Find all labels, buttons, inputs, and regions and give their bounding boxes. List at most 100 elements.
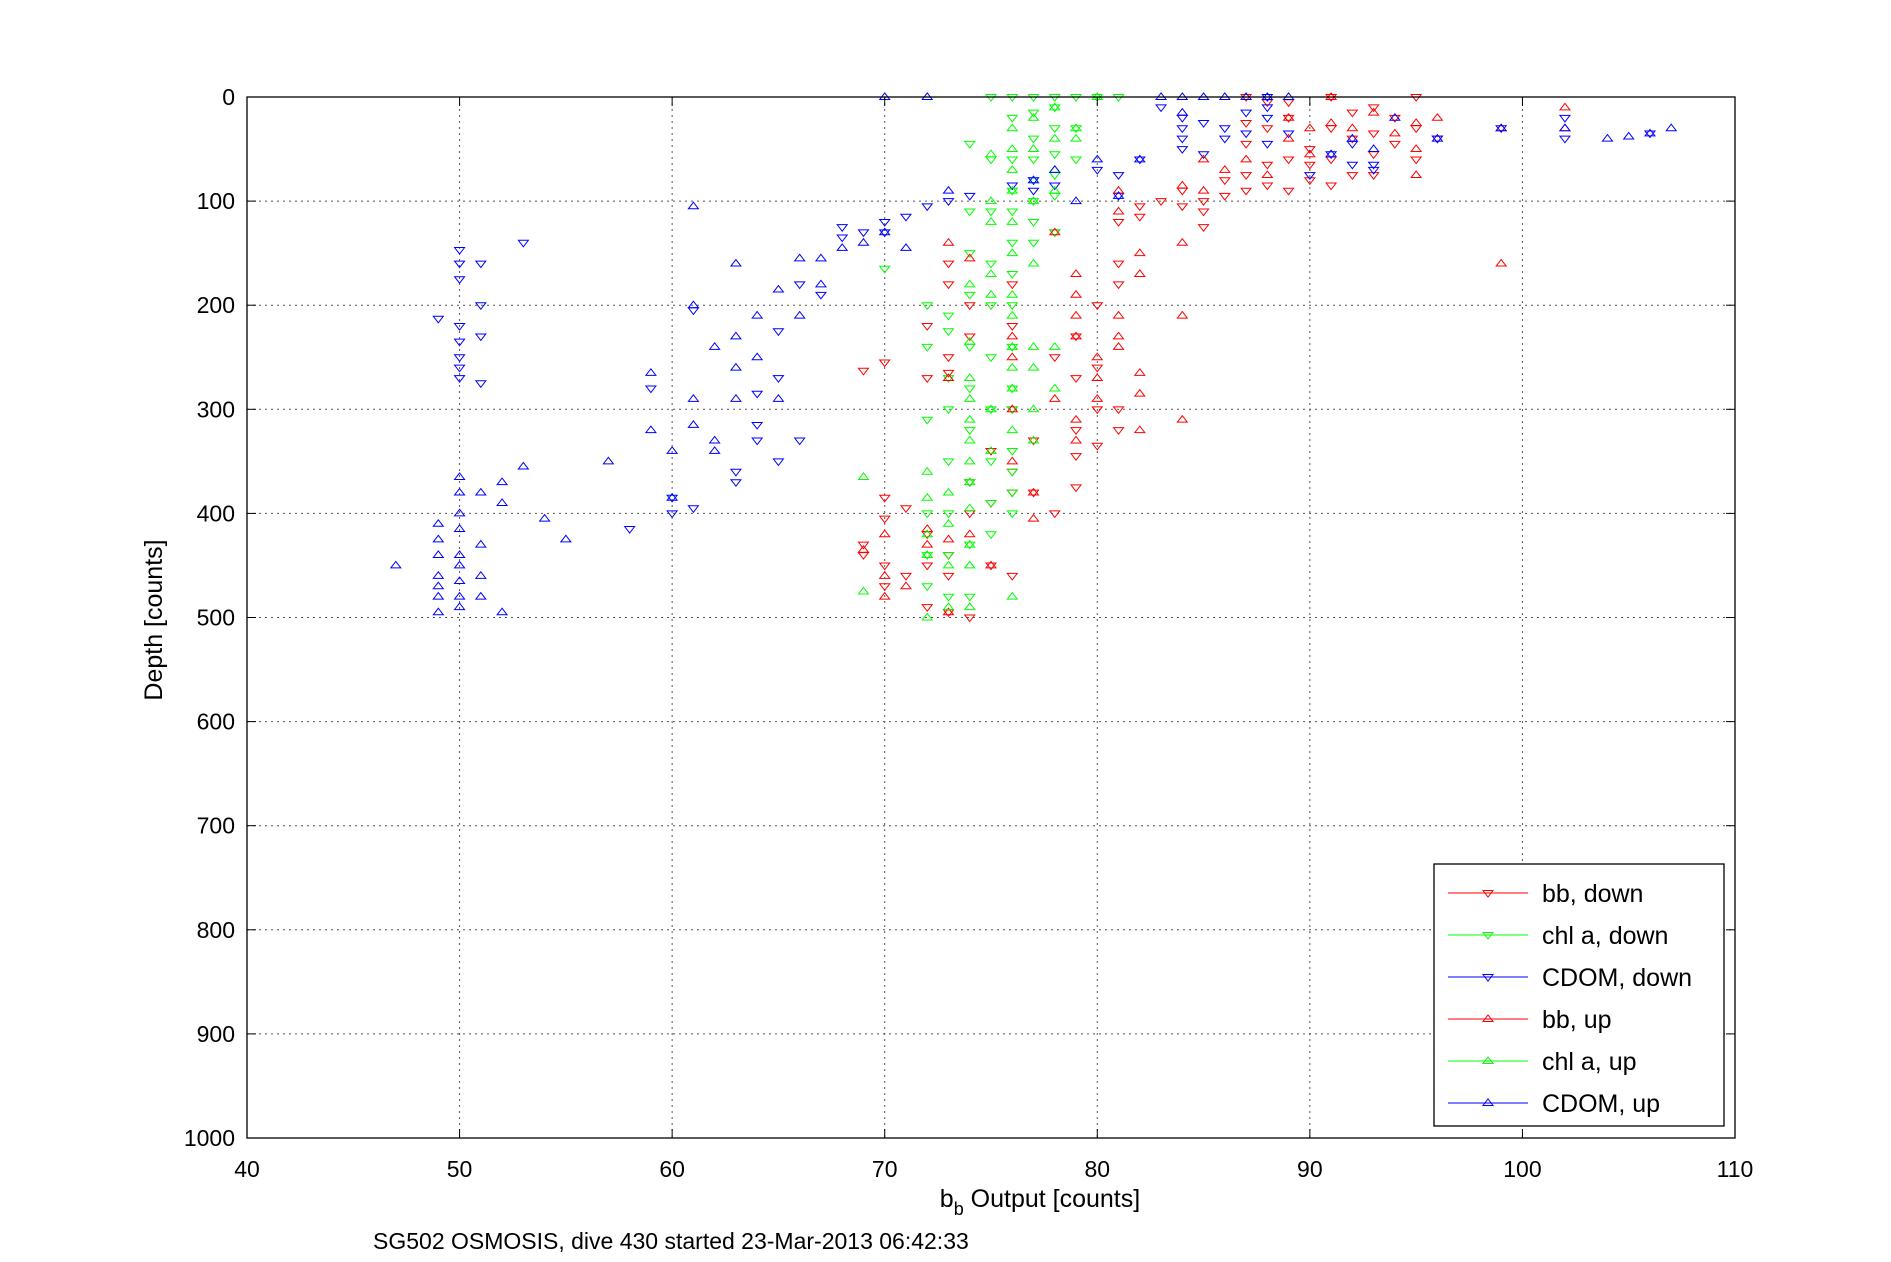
data-point: [1048, 164, 1061, 173]
data-point: [1346, 135, 1359, 144]
data-point: [1176, 135, 1189, 144]
data-point: [1048, 104, 1061, 113]
series-4: [857, 92, 1104, 621]
data-point: [1027, 218, 1040, 227]
legend-label: chl a, down: [1542, 922, 1668, 950]
data-point: [1282, 130, 1295, 139]
data-point: [1325, 94, 1338, 102]
y-tick-label: 700: [197, 813, 235, 839]
data-point: [708, 446, 721, 454]
data-point: [984, 208, 998, 217]
data-point: [772, 375, 785, 383]
data-point: [857, 472, 870, 480]
data-point: [1197, 198, 1210, 206]
data-point: [921, 524, 934, 532]
data-point: [453, 260, 466, 269]
data-point: [453, 602, 466, 611]
data-point: [1027, 513, 1040, 522]
data-point: [1091, 352, 1104, 361]
data-point: [1006, 289, 1019, 298]
legend-item: CDOM, down: [1448, 964, 1692, 992]
data-point: [474, 380, 487, 389]
data-point: [1006, 217, 1019, 225]
data-point: [1027, 404, 1040, 413]
data-point: [538, 513, 551, 522]
data-point: [1070, 414, 1083, 423]
legend-item: chl a, down: [1448, 922, 1668, 950]
data-point: [1367, 107, 1380, 116]
data-point: [899, 243, 912, 251]
data-point: [963, 279, 976, 288]
data-point: [1197, 208, 1210, 217]
data-point: [1410, 118, 1423, 126]
data-point: [666, 492, 679, 501]
data-point: [963, 385, 976, 394]
data-point: [984, 404, 998, 413]
data-point: [1048, 229, 1061, 238]
legend-label: bb, down: [1542, 880, 1643, 908]
data-point: [1070, 289, 1083, 298]
data-point: [899, 581, 912, 590]
data-point: [942, 552, 955, 560]
data-point: [1558, 135, 1571, 144]
data-point: [836, 243, 849, 251]
data-point: [963, 192, 976, 201]
data-point: [1091, 394, 1104, 402]
data-point: [1048, 192, 1061, 201]
data-point: [666, 510, 679, 519]
data-point: [963, 456, 976, 465]
data-point: [878, 265, 891, 274]
data-point: [1558, 114, 1571, 123]
data-point: [1091, 364, 1104, 373]
data-point: [1346, 172, 1359, 180]
data-point: [1133, 269, 1146, 277]
data-point: [1261, 182, 1274, 191]
data-point: [1112, 191, 1125, 199]
data-point: [453, 560, 466, 569]
data-point: [1282, 133, 1295, 142]
data-point: [1133, 203, 1146, 212]
data-point: [1027, 198, 1040, 206]
data-point: [1176, 237, 1189, 246]
data-point: [751, 390, 764, 399]
data-point: [1027, 362, 1040, 371]
data-point: [453, 472, 466, 480]
data-point: [963, 529, 976, 538]
data-point: [666, 494, 679, 503]
data-point: [942, 328, 955, 337]
data-point: [1006, 510, 1019, 519]
data-point: [1048, 341, 1061, 350]
x-tick-label: 40: [234, 1156, 260, 1182]
data-point: [984, 458, 998, 467]
data-point: [1388, 140, 1401, 149]
data-point: [921, 510, 934, 519]
data-point: [1240, 109, 1253, 118]
y-tick-label: 1000: [184, 1125, 235, 1151]
data-point: [1027, 109, 1040, 118]
data-point: [963, 560, 976, 569]
data-point: [921, 466, 934, 475]
data-point: [1112, 94, 1125, 102]
data-point: [1048, 172, 1061, 180]
data-point: [878, 562, 891, 571]
legend-marker: [1481, 932, 1495, 940]
data-point: [1261, 104, 1274, 113]
data-point: [1197, 154, 1210, 163]
data-point: [708, 435, 721, 444]
data-point: [921, 552, 934, 560]
data-point: [1048, 102, 1061, 111]
data-point: [1027, 435, 1040, 444]
data-point: [1027, 196, 1040, 205]
x-tick-label: 110: [1717, 1156, 1754, 1182]
data-point: [1006, 114, 1019, 123]
legend-item: bb, down: [1448, 880, 1643, 908]
data-point: [1006, 310, 1019, 319]
data-point: [644, 385, 657, 394]
data-point: [1431, 133, 1444, 142]
data-point: [729, 362, 742, 371]
data-point: [1070, 156, 1083, 165]
data-point: [1027, 94, 1040, 102]
data-point: [1558, 123, 1571, 132]
data-point: [751, 421, 764, 430]
data-point: [836, 224, 849, 232]
